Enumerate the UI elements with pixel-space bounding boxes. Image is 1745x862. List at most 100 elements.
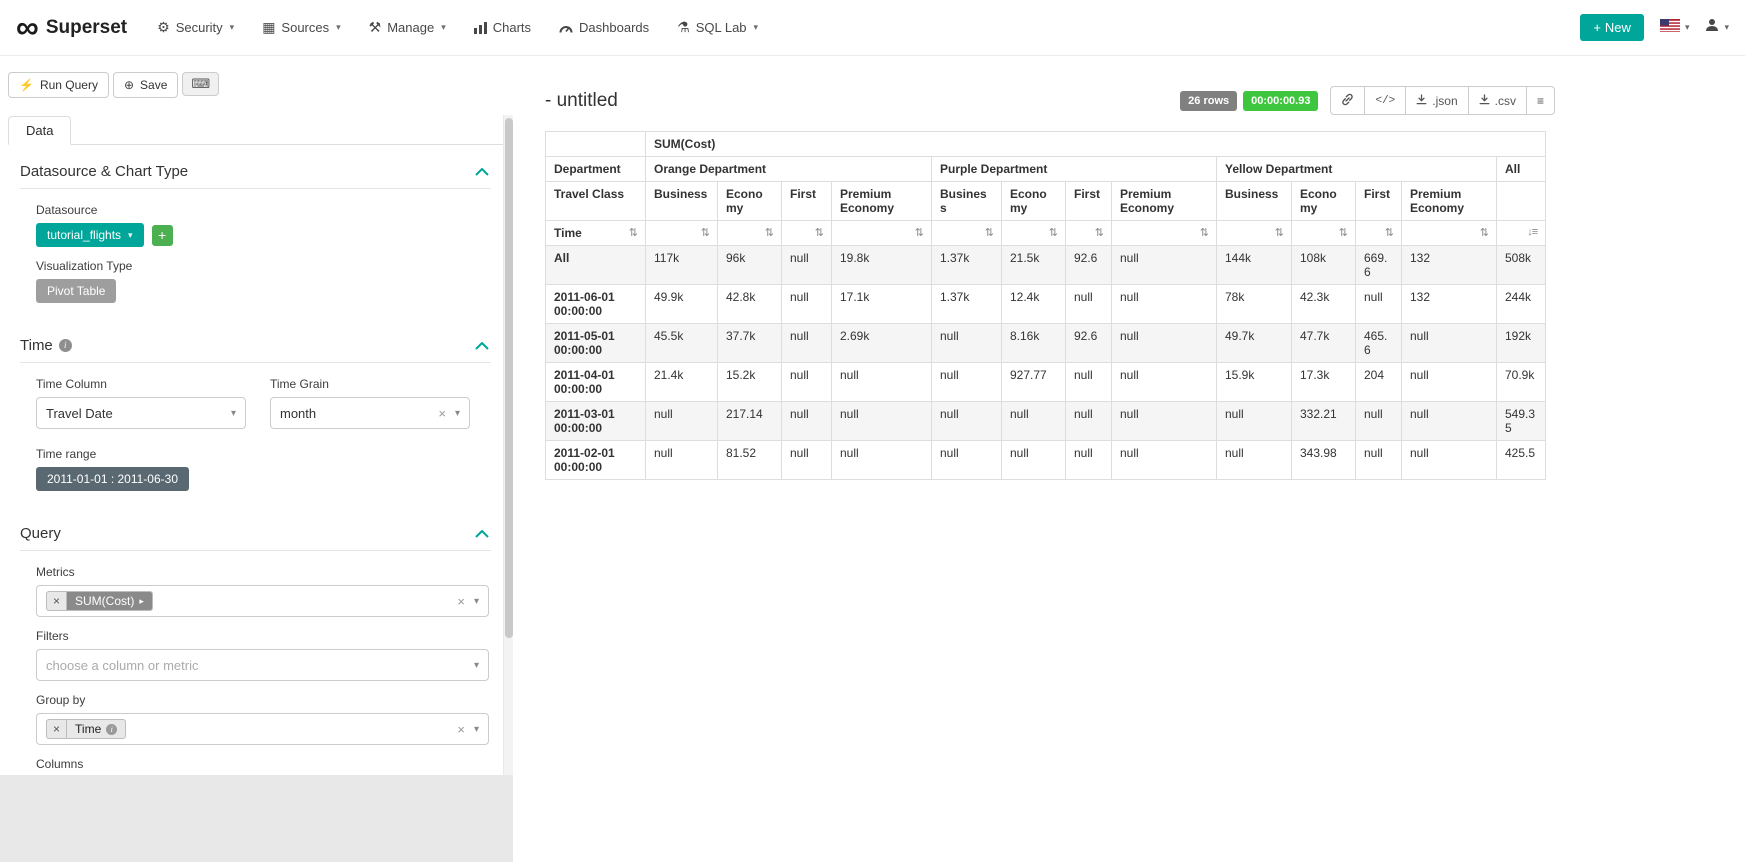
code-icon: </> xyxy=(1375,94,1396,107)
keyboard-shortcuts-button[interactable]: ⌨ xyxy=(182,72,220,96)
datasource-select[interactable]: tutorial_flights ▾ xyxy=(36,223,144,247)
groupby-select[interactable]: × Time i × ▾ xyxy=(36,713,489,745)
caret-down-icon[interactable]: ▾ xyxy=(473,723,479,735)
share-link-button[interactable] xyxy=(1330,86,1366,115)
pivot-cell: 549.35 xyxy=(1495,401,1547,441)
section-time[interactable]: Time i xyxy=(20,325,491,363)
remove-icon[interactable]: × xyxy=(47,592,68,610)
chevron-up-icon[interactable] xyxy=(475,525,489,542)
pivot-cell: 132 xyxy=(1401,284,1497,324)
info-icon[interactable]: i xyxy=(58,339,72,352)
pivot-column-sort[interactable]: ⇅ xyxy=(831,220,932,246)
pivot-class-header xyxy=(1495,181,1547,221)
pivot-cell: null xyxy=(1111,323,1217,363)
pivot-column-sort[interactable]: ⇅ xyxy=(645,220,718,246)
nav-item-label: Sources xyxy=(281,20,330,35)
export-json-button[interactable]: .json xyxy=(1405,86,1469,115)
metric-chip[interactable]: × SUM(Cost) ▸ xyxy=(46,591,153,611)
pivot-cell: null xyxy=(1001,401,1066,441)
left-panel-scrollbar[interactable] xyxy=(503,115,513,775)
sort-icon[interactable]: ⇅ xyxy=(984,227,994,239)
user-menu[interactable]: ▾ xyxy=(1705,18,1729,37)
nav-item-manage[interactable]: ⚒ Manage ▾ xyxy=(369,19,446,36)
sort-icon[interactable]: ⇅ xyxy=(764,227,774,239)
pivot-cell: null xyxy=(781,401,832,441)
chart-header: - untitled 26 rows 00:00:00.93 </> xyxy=(545,86,1555,115)
nav-item-sql-lab[interactable]: ⚗ SQL Lab ▾ xyxy=(677,19,758,36)
pivot-column-sort[interactable]: ⇅ xyxy=(1065,220,1112,246)
sort-icon[interactable]: ⇅ xyxy=(814,227,824,239)
save-button[interactable]: ⊕ Save xyxy=(112,72,179,98)
nav-item-security[interactable]: ⚙ Security ▾ xyxy=(157,19,234,36)
time-range-button[interactable]: 2011-01-01 : 2011-06-30 xyxy=(36,467,189,491)
chevron-up-icon[interactable] xyxy=(475,163,489,180)
time-grain-select[interactable]: month × ▾ xyxy=(270,397,470,429)
clear-icon[interactable]: × xyxy=(457,721,465,737)
caret-down-icon[interactable]: ▾ xyxy=(230,407,236,419)
pivot-column-sort[interactable]: ⇅ xyxy=(781,220,832,246)
export-csv-button[interactable]: .csv xyxy=(1467,86,1527,115)
sort-icon[interactable]: ⇅ xyxy=(1274,227,1284,239)
nav-item-charts[interactable]: Charts xyxy=(473,20,531,35)
section-datasource-chart-type[interactable]: Datasource & Chart Type xyxy=(20,151,491,189)
pivot-column-sort[interactable]: ⇅ xyxy=(1401,220,1497,246)
filters-select[interactable]: choose a column or metric ▾ xyxy=(36,649,489,681)
time-column-select[interactable]: Travel Date ▾ xyxy=(36,397,246,429)
sort-amount-icon[interactable]: ↓≡ xyxy=(1527,226,1538,238)
clear-icon[interactable]: × xyxy=(438,405,446,421)
sort-icon[interactable]: ⇅ xyxy=(1048,227,1058,239)
sort-icon[interactable]: ⇅ xyxy=(1199,227,1209,239)
chart-menu-button[interactable]: ≡ xyxy=(1525,86,1555,115)
caret-down-icon[interactable]: ▾ xyxy=(473,659,479,671)
pivot-column-sort[interactable]: ⇅ xyxy=(717,220,782,246)
caret-down-icon[interactable]: ▾ xyxy=(473,595,479,607)
sort-icon[interactable]: ⇅ xyxy=(1479,227,1489,239)
pivot-cell: null xyxy=(1355,440,1402,480)
sort-icon[interactable]: ⇅ xyxy=(628,227,638,239)
tab-bar: Data xyxy=(8,115,503,145)
caret-down-icon: ▾ xyxy=(441,22,446,32)
pivot-cell: null xyxy=(931,401,1002,441)
pivot-cell: 42.8k xyxy=(717,284,782,324)
locale-selector[interactable]: ▾ xyxy=(1659,18,1689,37)
pivot-cell: 78k xyxy=(1216,284,1292,324)
embed-code-button[interactable]: </> xyxy=(1364,86,1407,115)
section-title: Query xyxy=(20,525,61,542)
chevron-up-icon[interactable] xyxy=(475,337,489,354)
brand[interactable]: ∞ Superset xyxy=(16,11,127,43)
pivot-department-corner: Department xyxy=(545,156,646,182)
pivot-department-row: Department Orange Department Purple Depart… xyxy=(545,156,1547,182)
viz-type-button[interactable]: Pivot Table xyxy=(36,279,117,303)
sort-icon[interactable]: ⇅ xyxy=(914,227,924,239)
pivot-column-sort[interactable]: ⇅ xyxy=(1001,220,1066,246)
pivot-column-sort[interactable]: ⇅ xyxy=(1291,220,1356,246)
pivot-column-sort[interactable]: ⇅ xyxy=(1111,220,1217,246)
run-query-button[interactable]: ⚡ Run Query xyxy=(8,72,109,98)
scrollbar-thumb[interactable] xyxy=(505,118,513,638)
section-query[interactable]: Query xyxy=(20,513,491,551)
nav-item-sources[interactable]: ▦ Sources ▾ xyxy=(262,19,340,36)
pivot-column-sort[interactable]: ⇅ xyxy=(931,220,1002,246)
pivot-column-sort[interactable]: ⇅ xyxy=(1216,220,1292,246)
new-button[interactable]: + New xyxy=(1580,14,1644,41)
pivot-cell: null xyxy=(831,440,932,480)
add-datasource-button[interactable]: + xyxy=(151,224,173,246)
pivot-time-header[interactable]: Time ⇅ xyxy=(545,220,646,246)
pivot-table: SUM(Cost) Department Orange Department Purp… xyxy=(545,131,1547,480)
metrics-select[interactable]: × SUM(Cost) ▸ × ▾ xyxy=(36,585,489,617)
tab-data[interactable]: Data xyxy=(8,116,72,145)
pivot-cell: 8.16k xyxy=(1001,323,1066,363)
clear-icon[interactable]: × xyxy=(457,593,465,609)
caret-down-icon[interactable]: ▾ xyxy=(454,407,460,419)
pivot-cell: 42.3k xyxy=(1291,284,1356,324)
groupby-chip[interactable]: × Time i xyxy=(46,719,127,739)
pivot-column-sort[interactable]: ⇅ xyxy=(1355,220,1402,246)
nav-item-label: Dashboards xyxy=(579,20,650,35)
nav-item-dashboards[interactable]: Dashboards xyxy=(559,20,649,35)
sort-icon[interactable]: ⇅ xyxy=(700,227,710,239)
sort-icon[interactable]: ⇅ xyxy=(1338,227,1348,239)
remove-icon[interactable]: × xyxy=(47,720,68,738)
sort-icon[interactable]: ⇅ xyxy=(1094,227,1104,239)
pivot-column-sort[interactable]: ↓≡ xyxy=(1495,220,1547,246)
sort-icon[interactable]: ⇅ xyxy=(1384,227,1394,239)
